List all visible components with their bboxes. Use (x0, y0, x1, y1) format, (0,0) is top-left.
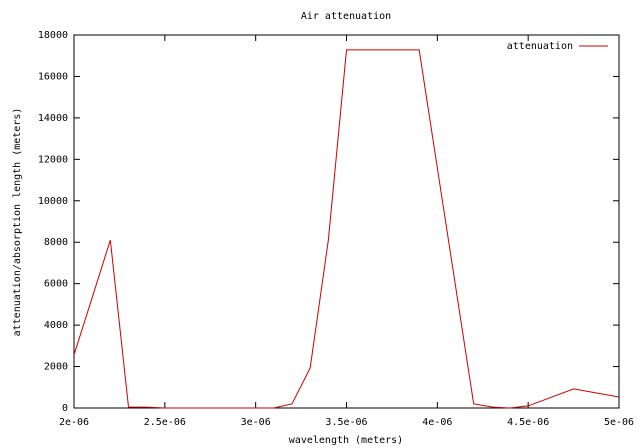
x-tick-label: 3.5e-06 (325, 417, 367, 428)
x-tick-label: 2e-06 (59, 417, 89, 428)
y-tick-label: 14000 (38, 113, 68, 124)
y-tick-label: 18000 (38, 30, 68, 41)
y-tick-label: 4000 (44, 320, 68, 331)
legend-label: attenuation (507, 41, 573, 52)
y-tick-label: 0 (62, 403, 68, 414)
y-tick-label: 8000 (44, 237, 68, 248)
y-tick-label: 10000 (38, 196, 68, 207)
chart-title: Air attenuation (301, 11, 391, 22)
y-tick-label: 12000 (38, 154, 68, 165)
x-tick-label: 4e-06 (422, 417, 452, 428)
y-tick-label: 16000 (38, 71, 68, 82)
y-tick-label: 6000 (44, 279, 68, 290)
plot-border (73, 34, 620, 409)
x-tick-label: 5e-06 (604, 417, 634, 428)
x-axis-label: wavelength (meters) (289, 435, 403, 446)
x-tick-label: 3e-06 (241, 417, 271, 428)
y-axis-label: attenuation/absorption length (meters) (12, 108, 23, 337)
y-tick-label: 2000 (44, 362, 68, 373)
x-tick-label: 2.5e-06 (144, 417, 186, 428)
x-tick-label: 4.5e-06 (507, 417, 549, 428)
series-line (73, 49, 620, 409)
